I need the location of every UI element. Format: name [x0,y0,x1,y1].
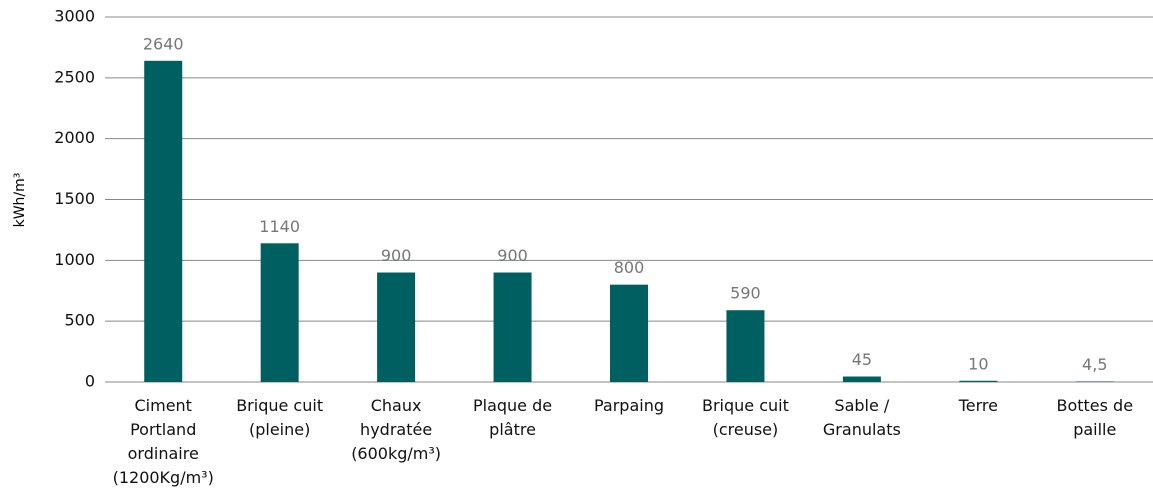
x-tick-label: Sable / Granulats [822,396,901,439]
bar [144,60,183,383]
bar [493,272,532,382]
bar [610,284,648,382]
x-tick-label: Brique cuit (creuse) [701,396,789,439]
value-label: 10 [968,354,988,373]
value-label: 2640 [143,34,184,53]
x-tick-label: Brique cuit (pleine) [236,396,324,439]
y-axis-label: kWh/m³ [12,173,28,228]
bar [377,272,416,382]
x-tick-label: Terre [958,396,998,415]
y-tick-label: 3000 [54,7,95,26]
x-tick-label: Chaux hydratée (600kg/m³) [351,396,442,463]
bar [260,243,299,382]
value-label: 590 [730,284,761,303]
value-label: 900 [497,246,528,265]
bar [842,376,881,382]
y-tick-label: 2500 [54,67,95,86]
y-tick-label: 1000 [54,250,95,269]
bar [959,380,998,382]
y-tick-label: 500 [64,311,95,330]
x-tick-label: Parpaing [593,396,664,415]
value-label: 1140 [259,217,300,236]
x-tick-label: Plaque de plâtre [472,396,553,439]
x-tick-label: Ciment Portland ordinaire (1200Kg/m³) [112,396,214,487]
value-label: 900 [381,246,412,265]
y-tick-label: 1500 [54,189,95,208]
value-label: 4,5 [1082,355,1107,374]
x-tick-label: Bottes de paille [1056,396,1134,439]
y-tick-label: 0 [85,372,95,391]
value-label: 800 [614,258,645,277]
bar [1075,381,1114,382]
value-label: 45 [852,350,872,369]
y-tick-label: 2000 [54,128,95,147]
bar [726,310,765,382]
